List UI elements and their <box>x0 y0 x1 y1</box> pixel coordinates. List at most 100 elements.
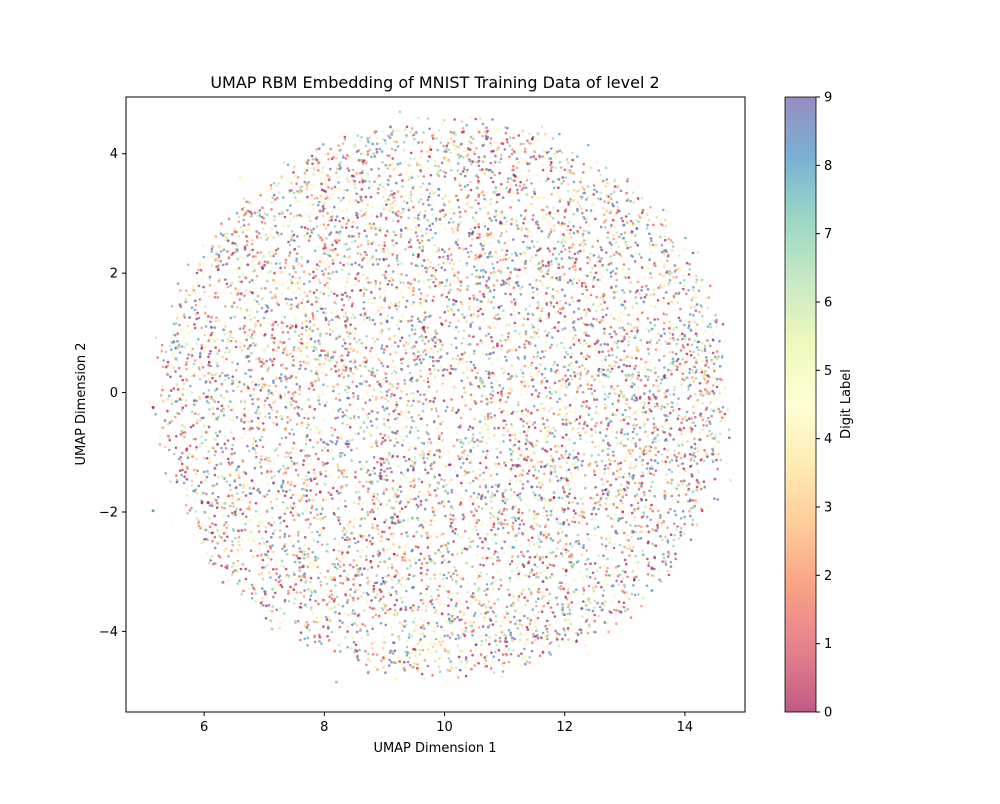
scatter-point <box>291 355 294 358</box>
scatter-point <box>575 381 579 384</box>
scatter-point <box>587 653 590 657</box>
scatter-point <box>413 462 416 465</box>
scatter-point <box>620 254 623 258</box>
scatter-point <box>316 565 320 569</box>
scatter-point <box>207 355 210 359</box>
scatter-point <box>215 499 218 502</box>
scatter-point <box>545 644 549 648</box>
scatter-point <box>214 395 217 399</box>
scatter-point <box>481 312 485 316</box>
scatter-point <box>629 281 633 284</box>
scatter-point <box>541 556 544 559</box>
scatter-point <box>254 322 257 326</box>
scatter-point <box>432 510 435 514</box>
scatter-point <box>487 467 490 471</box>
scatter-point <box>426 380 430 384</box>
scatter-point <box>294 316 297 320</box>
scatter-point <box>367 473 371 477</box>
scatter-point <box>321 170 325 173</box>
scatter-point <box>304 367 307 371</box>
scatter-point <box>382 207 386 211</box>
scatter-point <box>590 434 593 438</box>
scatter-point <box>311 445 315 449</box>
scatter-point <box>574 466 577 470</box>
scatter-point <box>720 419 723 423</box>
scatter-point <box>470 232 474 236</box>
scatter-point <box>302 459 306 463</box>
scatter-point <box>356 394 360 398</box>
scatter-point <box>325 196 329 199</box>
scatter-point <box>319 583 323 587</box>
scatter-point <box>188 509 192 512</box>
scatter-point <box>251 238 254 242</box>
scatter-point <box>203 470 206 474</box>
scatter-point <box>237 535 241 539</box>
scatter-point <box>615 408 619 412</box>
scatter-point <box>485 397 489 401</box>
scatter-point <box>626 546 629 550</box>
scatter-point <box>227 494 230 498</box>
scatter-point <box>531 444 535 448</box>
scatter-point <box>176 358 179 362</box>
scatter-point <box>376 524 379 527</box>
scatter-point <box>556 479 560 483</box>
scatter-point <box>504 488 508 492</box>
scatter-point <box>646 405 649 409</box>
scatter-point <box>343 255 346 258</box>
scatter-point <box>579 305 583 308</box>
scatter-point <box>359 551 362 554</box>
scatter-point <box>545 179 548 183</box>
scatter-point <box>456 238 460 242</box>
scatter-point <box>707 366 710 369</box>
scatter-point <box>385 548 389 551</box>
scatter-point <box>455 272 458 276</box>
scatter-point <box>261 558 265 562</box>
scatter-point <box>395 583 398 586</box>
scatter-point <box>579 341 582 345</box>
scatter-point <box>419 617 423 620</box>
scatter-point <box>469 649 473 652</box>
scatter-point <box>523 150 527 154</box>
scatter-point <box>578 514 582 517</box>
scatter-point <box>375 372 379 376</box>
scatter-point <box>540 372 544 376</box>
scatter-point <box>348 510 351 513</box>
scatter-point <box>355 192 359 196</box>
scatter-point <box>198 263 202 266</box>
scatter-point <box>408 178 411 181</box>
scatter-point <box>249 394 252 397</box>
scatter-point <box>243 432 246 436</box>
scatter-point <box>518 496 522 499</box>
scatter-point <box>249 375 252 378</box>
scatter-point <box>606 480 609 483</box>
scatter-point <box>450 137 453 140</box>
scatter-point <box>247 200 251 204</box>
scatter-point <box>446 492 450 495</box>
scatter-point <box>532 155 535 158</box>
scatter-point <box>342 368 345 372</box>
scatter-point <box>690 445 693 449</box>
scatter-point <box>651 509 655 513</box>
scatter-point <box>630 511 634 515</box>
scatter-point <box>569 316 573 320</box>
scatter-point <box>541 631 545 635</box>
scatter-point <box>688 417 691 421</box>
scatter-point <box>270 270 273 273</box>
scatter-point <box>254 411 258 415</box>
scatter-point <box>545 619 549 623</box>
scatter-point <box>384 234 388 238</box>
scatter-point <box>309 211 313 215</box>
scatter-point <box>309 477 312 481</box>
scatter-point <box>533 563 537 566</box>
scatter-point <box>439 502 443 505</box>
scatter-point <box>355 623 359 627</box>
scatter-point <box>298 561 301 564</box>
scatter-point <box>398 277 402 281</box>
scatter-point <box>447 604 450 607</box>
scatter-point <box>486 428 490 431</box>
scatter-point <box>646 418 649 421</box>
scatter-point <box>285 490 288 493</box>
scatter-point <box>536 139 539 142</box>
scatter-point <box>262 362 265 366</box>
scatter-point <box>462 386 466 390</box>
